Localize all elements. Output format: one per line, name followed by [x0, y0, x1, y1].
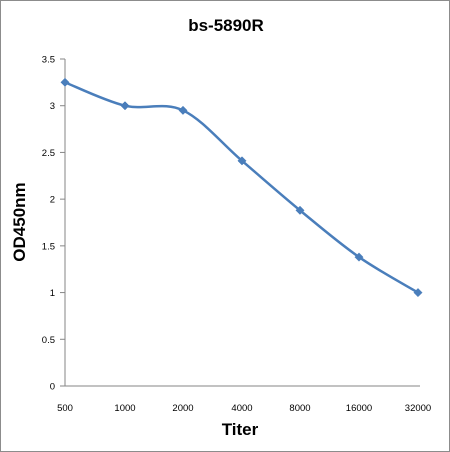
x-tick-label: 500	[57, 403, 73, 414]
y-tick-label: 2	[50, 195, 55, 206]
chart-title: bs-5890R	[188, 16, 264, 35]
data-point	[354, 252, 364, 262]
y-tick-label: 0	[50, 382, 55, 393]
y-tick-label: 2.5	[42, 148, 55, 159]
data-point	[60, 77, 70, 87]
y-axis-label: OD450nm	[10, 182, 29, 261]
y-tick-label: 3.5	[42, 55, 55, 66]
data-point	[413, 288, 423, 298]
data-point	[295, 205, 305, 215]
x-tick-label: 4000	[231, 403, 252, 414]
y-tick-label: 3	[50, 101, 55, 112]
data-point	[120, 101, 130, 111]
x-tick-label: 2000	[172, 403, 193, 414]
data-point	[237, 156, 247, 166]
x-tick-label: 8000	[289, 403, 310, 414]
data-point	[178, 105, 188, 115]
x-tick-label: 16000	[346, 403, 372, 414]
x-axis-label: Titer	[222, 420, 259, 439]
x-tick-label: 1000	[114, 403, 135, 414]
y-tick-label: 1.5	[42, 241, 55, 252]
y-tick-label: 1	[50, 288, 55, 299]
x-tick-label: 32000	[405, 403, 431, 414]
series-line	[64, 81, 419, 294]
y-tick-label: 0.5	[42, 335, 55, 346]
